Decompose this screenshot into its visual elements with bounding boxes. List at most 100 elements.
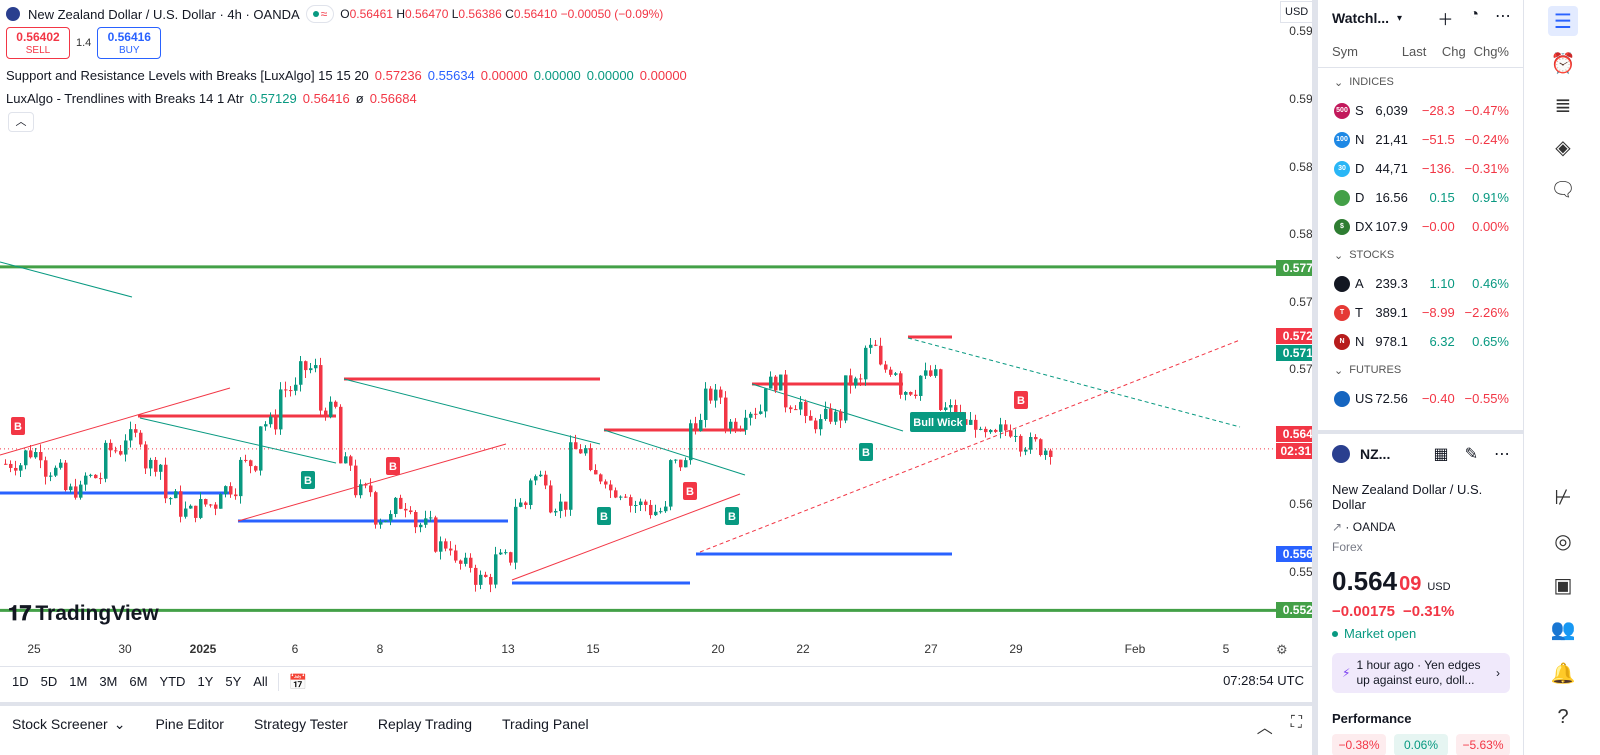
advanced-view-icon[interactable]: ◔ (1469, 6, 1479, 23)
add-symbol-icon[interactable]: ＋ (1437, 12, 1454, 29)
watchlist-symbol: S (1355, 103, 1364, 118)
market-status-pill[interactable]: ≈ (305, 5, 335, 23)
watchlist-symbol: A (1355, 276, 1364, 291)
calendar-icon[interactable]: ▣ (1553, 574, 1573, 597)
col-sym[interactable]: Sym (1332, 44, 1358, 59)
break-label: B (304, 475, 312, 487)
watchlist-last: 107.9 (1375, 219, 1408, 234)
watchlist-row[interactable]: D 16.56 0.15 0.91% (1318, 183, 1523, 212)
chart-pane[interactable]: B B B B B B B B Bull Wick New Zealand Dollar / U… (0, 0, 1280, 640)
range-button[interactable]: 1D (12, 673, 29, 689)
details-exchange[interactable]: OANDA (1352, 520, 1396, 534)
maximize-icon[interactable]: ⛶ (1290, 714, 1302, 731)
time-tick: 5 (1222, 642, 1230, 656)
watchlist-symbol: US (1355, 391, 1374, 406)
watchlist-chg-pct: 0.00% (1472, 219, 1509, 234)
help-icon[interactable]: ? (1557, 705, 1569, 728)
chart-settings-icon[interactable]: ⚙ (1276, 642, 1288, 657)
symbol-logo-icon (1334, 189, 1350, 206)
external-link-icon[interactable]: ↗ (1332, 520, 1343, 534)
chevron-down-icon[interactable]: ▾ (1397, 12, 1403, 24)
range-button[interactable]: YTD (159, 673, 186, 689)
candle-body (879, 345, 883, 365)
col-chg[interactable]: Chg (1441, 44, 1466, 59)
object-tree-icon[interactable]: ≣ (1554, 94, 1572, 117)
news-card[interactable]: ⚡ 1 hour ago · Yen edges up against euro… (1332, 653, 1510, 693)
performance-cell[interactable]: −5.63% (1456, 734, 1510, 755)
chat-icon[interactable]: 🗨 (1550, 178, 1576, 201)
watchlist-section[interactable]: ⌄ STOCKS (1318, 241, 1523, 269)
layers-icon[interactable]: ◈ (1555, 136, 1571, 159)
time-axis[interactable]: 25 30 2025 6 8 13 15 20 22 27 29 Feb 5 (0, 640, 1310, 658)
watchlist-row[interactable]: T T 389.1 −8.99 −2.26% (1318, 298, 1523, 327)
trading-icon[interactable]: ⊬ (1554, 486, 1572, 509)
notifications-bell-icon[interactable]: 🔔 (1550, 662, 1576, 685)
symbol-details: NZ... ▦ ✎ ⋯ New Zealand Dollar / U.S. Do… (1318, 430, 1524, 755)
bottom-tab[interactable]: Pine Editor (155, 716, 223, 733)
more-icon[interactable]: ⋯ (1495, 8, 1511, 25)
symbol-logo-icon: $ (1334, 218, 1350, 235)
range-button[interactable]: 6M (129, 673, 148, 689)
bottom-tab[interactable]: Replay Trading (378, 716, 472, 733)
watchlist-row[interactable]: US 72.56 −0.40 −0.55% (1318, 384, 1523, 413)
col-chg-pct[interactable]: Chg% (1473, 44, 1509, 59)
indicator-row[interactable]: LuxAlgo - Trendlines with Breaks 14 1 At… (6, 87, 687, 110)
edit-icon[interactable]: ✎ (1464, 446, 1478, 463)
candle-body (214, 504, 218, 509)
grid-view-icon[interactable]: ▦ (1433, 446, 1449, 463)
trendline (751, 383, 904, 432)
range-button[interactable]: 1Y (197, 673, 214, 689)
range-button[interactable]: 5Y (225, 673, 242, 689)
chevron-up-icon[interactable]: ︿ (1256, 720, 1273, 737)
watchlist-panel: Watchl... ▾ ＋ ◔ ⋯ Sym Last Chg Chg% ⌄ IND… (1318, 0, 1524, 755)
candle-body (974, 419, 978, 430)
bottom-tab[interactable]: Stock Screener ⌄ (12, 716, 125, 733)
range-button[interactable]: 1M (69, 673, 88, 689)
range-button[interactable]: 3M (99, 673, 118, 689)
panel-divider[interactable] (1312, 0, 1318, 755)
indicator-row[interactable]: Support and Resistance Levels with Break… (6, 64, 687, 87)
performance-cell[interactable]: −0.38% (1332, 734, 1386, 755)
watchlist-row[interactable]: 30 D 44,71 −136. −0.31% (1318, 154, 1523, 183)
utc-clock[interactable]: 07:28:54 UTC (1223, 673, 1304, 688)
bottom-tab[interactable]: Trading Panel (502, 716, 589, 733)
performance-cell[interactable]: 0.06% (1394, 734, 1448, 755)
watchlist-symbol: N (1355, 334, 1365, 349)
watchlist-row[interactable]: 500 S 6,039 −28.3 −0.47% (1318, 96, 1523, 125)
sell-button[interactable]: 0.56402 SELL (6, 27, 70, 59)
candle-body (954, 405, 958, 413)
buy-button[interactable]: 0.56416 BUY (97, 27, 162, 59)
watchlist-section[interactable]: ⌄ INDICES (1318, 68, 1523, 96)
details-symbol[interactable]: NZ... (1360, 446, 1391, 462)
calendar-icon[interactable]: 📅 (288, 673, 308, 691)
range-button[interactable]: 5D (40, 673, 58, 689)
candle-body (279, 389, 283, 430)
watchlist-icon[interactable]: ☰ (1548, 6, 1578, 36)
range-button[interactable]: All (253, 673, 268, 689)
watchlist-row[interactable]: $ DX 107.9 −0.00 0.00% (1318, 212, 1523, 241)
target-icon[interactable]: ◎ (1554, 530, 1572, 553)
col-last[interactable]: Last (1401, 44, 1427, 59)
alarm-clock-icon[interactable]: ⏰ (1550, 52, 1576, 75)
chart-canvas[interactable]: B B B B B B B B Bull Wick (0, 0, 1280, 640)
bottom-tab[interactable]: Strategy Tester (254, 716, 348, 733)
collapse-legend-button[interactable]: ︿ (8, 112, 34, 132)
spread-value: 1.4 (76, 37, 92, 49)
candle-body (494, 554, 498, 585)
watchlist-title[interactable]: Watchl... (1332, 10, 1390, 26)
community-icon[interactable]: 👥 (1550, 618, 1576, 641)
chevron-down-icon[interactable]: ⌄ (113, 715, 126, 732)
watchlist-row[interactable]: N N 978.1 6.32 0.65% (1318, 327, 1523, 356)
watchlist-header: Watchl... ▾ ＋ ◔ ⋯ (1318, 0, 1523, 36)
watchlist-chg-pct: 0.46% (1472, 276, 1509, 291)
candle-body (449, 548, 453, 551)
candle-body (399, 497, 403, 509)
symbol-title[interactable]: New Zealand Dollar / U.S. Dollar · 4h · … (28, 6, 300, 22)
candle-body (849, 375, 853, 386)
break-label-box (725, 507, 739, 525)
more-icon[interactable]: ⋯ (1494, 446, 1510, 463)
watchlist-section[interactable]: ⌄ FUTURES (1318, 356, 1523, 384)
watchlist-row[interactable]: 100 N 21,41 −51.5 −0.24% (1318, 125, 1523, 154)
watchlist-row[interactable]: A 239.3 1.10 0.46% (1318, 269, 1523, 298)
candle-body (734, 421, 738, 430)
